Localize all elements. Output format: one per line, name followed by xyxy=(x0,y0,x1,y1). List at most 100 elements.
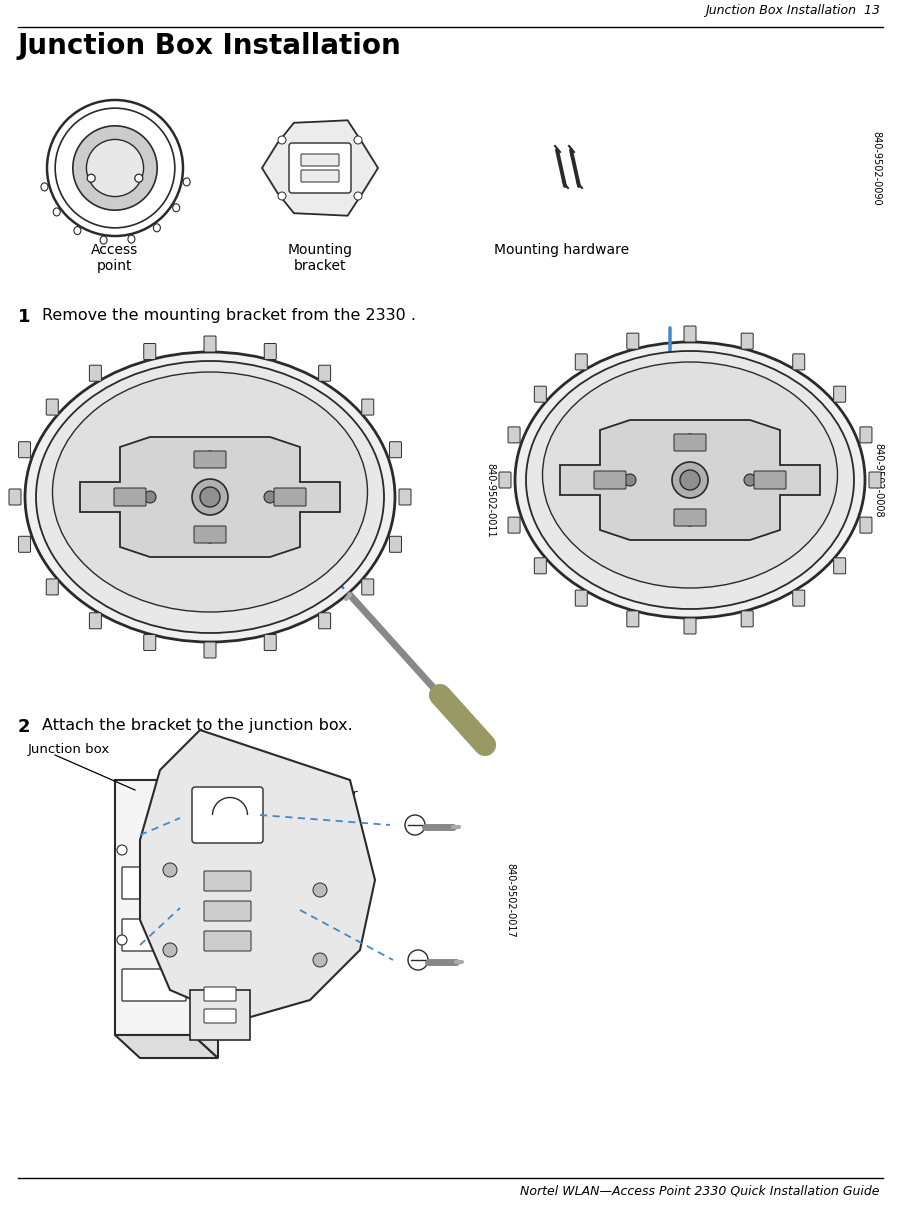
FancyBboxPatch shape xyxy=(362,579,374,595)
FancyBboxPatch shape xyxy=(742,333,753,349)
FancyBboxPatch shape xyxy=(46,579,59,595)
Circle shape xyxy=(408,950,428,970)
Ellipse shape xyxy=(53,208,60,216)
Polygon shape xyxy=(140,730,375,1020)
FancyBboxPatch shape xyxy=(204,900,251,921)
Polygon shape xyxy=(115,780,193,1034)
Circle shape xyxy=(680,470,700,490)
FancyBboxPatch shape xyxy=(627,333,639,349)
FancyBboxPatch shape xyxy=(674,435,706,451)
FancyBboxPatch shape xyxy=(204,931,251,951)
FancyBboxPatch shape xyxy=(860,517,872,533)
FancyBboxPatch shape xyxy=(627,611,639,626)
Text: Junction box: Junction box xyxy=(28,744,110,756)
Text: Remove the mounting bracket from the 2330 .: Remove the mounting bracket from the 233… xyxy=(42,308,416,323)
FancyBboxPatch shape xyxy=(399,489,411,505)
FancyBboxPatch shape xyxy=(742,611,753,626)
FancyBboxPatch shape xyxy=(122,919,186,951)
Polygon shape xyxy=(190,990,250,1040)
Circle shape xyxy=(192,479,228,515)
Ellipse shape xyxy=(36,361,384,632)
Ellipse shape xyxy=(52,372,368,612)
Circle shape xyxy=(405,815,425,835)
FancyBboxPatch shape xyxy=(508,427,520,443)
Circle shape xyxy=(135,174,142,182)
Polygon shape xyxy=(560,420,820,540)
Text: Junction Box Installation  13: Junction Box Installation 13 xyxy=(705,4,880,17)
Circle shape xyxy=(354,192,362,200)
FancyBboxPatch shape xyxy=(192,787,263,842)
Text: Port connector
opening: Port connector opening xyxy=(260,788,358,816)
FancyBboxPatch shape xyxy=(793,354,805,369)
FancyBboxPatch shape xyxy=(319,366,331,381)
Text: Attach the bracket to the junction box.: Attach the bracket to the junction box. xyxy=(42,718,353,733)
Circle shape xyxy=(144,491,156,503)
Circle shape xyxy=(684,435,696,447)
Ellipse shape xyxy=(515,342,865,618)
FancyBboxPatch shape xyxy=(389,536,402,553)
FancyBboxPatch shape xyxy=(46,400,59,415)
Circle shape xyxy=(117,935,127,945)
Circle shape xyxy=(117,845,127,855)
Text: Nortel WLAN—Access Point 2330 Quick Installation Guide: Nortel WLAN—Access Point 2330 Quick Inst… xyxy=(521,1185,880,1199)
Text: 840-9502-0017: 840-9502-0017 xyxy=(505,863,515,938)
FancyBboxPatch shape xyxy=(289,142,351,193)
FancyBboxPatch shape xyxy=(869,472,881,488)
FancyBboxPatch shape xyxy=(144,635,156,651)
Text: 840-9502-0008: 840-9502-0008 xyxy=(873,443,883,518)
FancyBboxPatch shape xyxy=(319,613,331,629)
Circle shape xyxy=(163,863,177,877)
FancyBboxPatch shape xyxy=(575,590,587,606)
Circle shape xyxy=(264,491,276,503)
Text: Access
point: Access point xyxy=(91,243,139,273)
FancyBboxPatch shape xyxy=(114,488,146,506)
Ellipse shape xyxy=(100,237,107,244)
Polygon shape xyxy=(115,1034,218,1059)
FancyBboxPatch shape xyxy=(389,442,402,457)
Circle shape xyxy=(204,531,216,543)
Ellipse shape xyxy=(173,204,179,211)
Text: Mounting
bracket: Mounting bracket xyxy=(287,243,352,273)
FancyBboxPatch shape xyxy=(122,867,186,899)
FancyBboxPatch shape xyxy=(194,451,226,468)
FancyBboxPatch shape xyxy=(264,344,277,360)
FancyBboxPatch shape xyxy=(833,558,846,573)
Circle shape xyxy=(313,954,327,967)
FancyBboxPatch shape xyxy=(264,635,277,651)
Ellipse shape xyxy=(128,235,135,243)
FancyBboxPatch shape xyxy=(122,969,186,1001)
Ellipse shape xyxy=(41,183,48,191)
Circle shape xyxy=(278,136,286,144)
FancyBboxPatch shape xyxy=(362,400,374,415)
Circle shape xyxy=(313,884,327,897)
FancyBboxPatch shape xyxy=(860,427,872,443)
Ellipse shape xyxy=(526,351,854,610)
Ellipse shape xyxy=(73,126,157,210)
Circle shape xyxy=(163,943,177,957)
Circle shape xyxy=(278,192,286,200)
FancyBboxPatch shape xyxy=(684,326,696,342)
Text: 1: 1 xyxy=(18,308,31,326)
Text: 840-9502-0090: 840-9502-0090 xyxy=(871,130,881,205)
Polygon shape xyxy=(262,121,378,216)
Ellipse shape xyxy=(86,140,143,197)
Circle shape xyxy=(200,486,220,507)
FancyBboxPatch shape xyxy=(534,386,546,402)
Ellipse shape xyxy=(542,362,838,588)
FancyBboxPatch shape xyxy=(274,488,306,506)
FancyBboxPatch shape xyxy=(575,354,587,369)
FancyBboxPatch shape xyxy=(684,618,696,634)
FancyBboxPatch shape xyxy=(204,642,216,658)
FancyBboxPatch shape xyxy=(204,1009,236,1024)
FancyBboxPatch shape xyxy=(508,517,520,533)
Circle shape xyxy=(672,462,708,498)
FancyBboxPatch shape xyxy=(499,472,511,488)
FancyBboxPatch shape xyxy=(194,526,226,543)
FancyBboxPatch shape xyxy=(754,471,786,489)
FancyBboxPatch shape xyxy=(793,590,805,606)
Circle shape xyxy=(204,451,216,463)
FancyBboxPatch shape xyxy=(674,509,706,526)
Ellipse shape xyxy=(74,227,81,234)
FancyBboxPatch shape xyxy=(89,613,102,629)
FancyBboxPatch shape xyxy=(19,442,31,457)
